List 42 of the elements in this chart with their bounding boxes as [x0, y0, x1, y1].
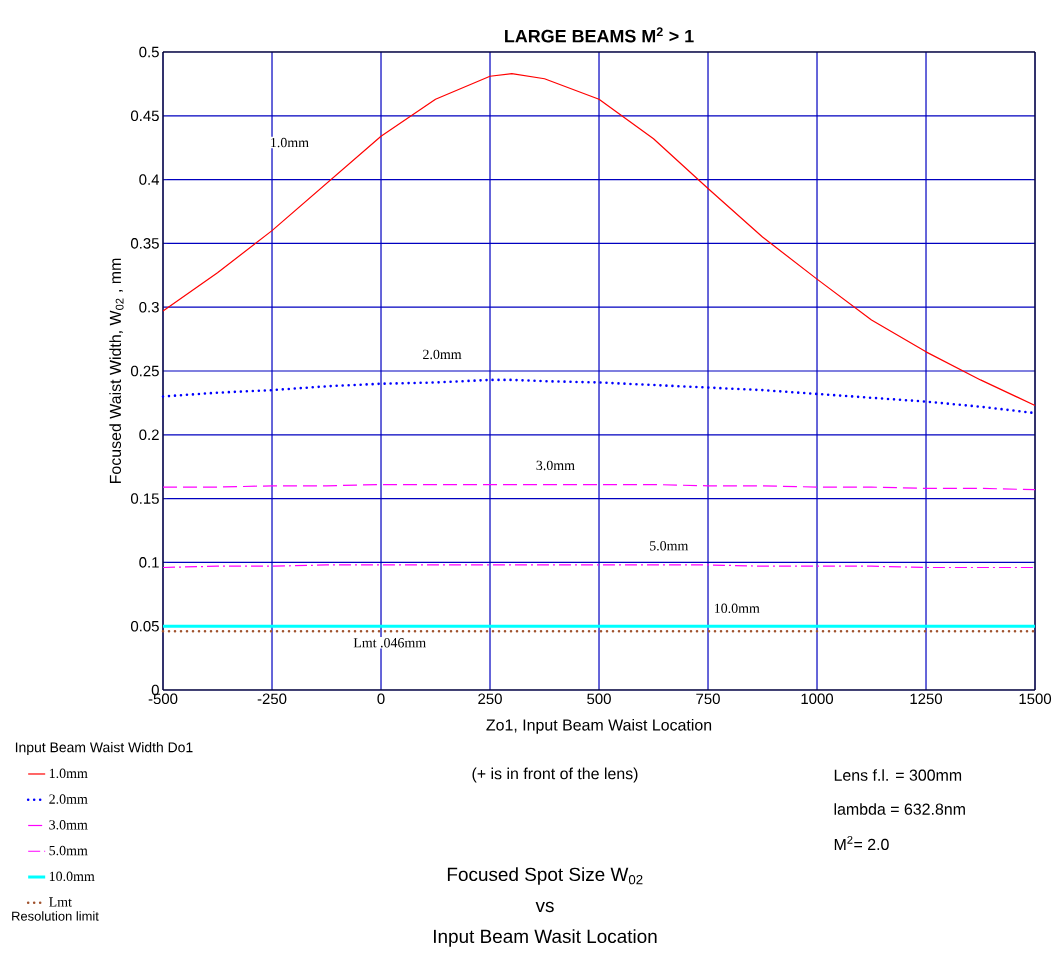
- y-tick-label: 0.05: [130, 620, 159, 632]
- legend-label: 10.0mm: [49, 871, 95, 882]
- legend-label: 3.0mm: [49, 820, 88, 830]
- legend-label: Lmt: [49, 897, 72, 907]
- annotation: 2.0mm: [423, 349, 462, 360]
- x-tick-label: 500: [587, 693, 611, 705]
- y-tick-label: 0.5: [139, 46, 159, 58]
- y-axis-title: Focused Waist Width, W$_{02}$ , mm: [109, 258, 124, 483]
- legend-label: 5.0mm: [49, 845, 88, 856]
- text: M$^{2}$= 2.0: [834, 835, 889, 851]
- text: Resolution limit: [12, 911, 99, 921]
- text: Lens f.l. = 300mm: [834, 769, 962, 781]
- x-tick-label: 1000: [801, 693, 834, 705]
- legend-label: 2.0mm: [49, 794, 88, 804]
- annotation: 3.0mm: [536, 460, 575, 471]
- annotation: 1.0mm: [271, 137, 309, 148]
- y-tick-label: 0.4: [139, 174, 160, 185]
- x-axis-title: Zo1, Input Beam Waist Location: [486, 718, 712, 734]
- legend-label: 1.0mm: [49, 768, 88, 779]
- text: Focused Spot Size W$_{02}$: [447, 867, 643, 885]
- y-tick-label: 0.2: [139, 429, 159, 441]
- y-tick-label: 0.3: [139, 301, 159, 313]
- y-tick-label: 0.35: [130, 238, 159, 249]
- x-tick-label: -250: [257, 693, 287, 705]
- y-tick-label: 0.1: [139, 557, 159, 568]
- legend-title: Input Beam Waist Width Do1: [15, 742, 193, 756]
- text: vs: [535, 901, 554, 913]
- annotation: Lmt .046mm: [353, 638, 426, 648]
- y-tick-label: 0.25: [130, 365, 159, 377]
- text: lambda = 632.8nm: [834, 803, 965, 815]
- text: (+ is in front of the lens): [472, 767, 638, 783]
- chart-title: LARGE BEAMS M$^{2}$ > 1: [505, 27, 694, 43]
- text: Input Beam Wasit Location: [434, 929, 657, 947]
- x-tick-label: 750: [696, 693, 720, 705]
- x-tick-label: 1500: [1019, 693, 1052, 705]
- x-tick-label: 250: [478, 693, 502, 705]
- y-tick-label: 0.45: [130, 110, 159, 122]
- x-tick-label: 1250: [910, 693, 943, 705]
- annotation: 10.0mm: [714, 603, 760, 614]
- x-tick-label: 0: [377, 693, 385, 705]
- annotation: 5.0mm: [650, 541, 689, 551]
- y-tick-label: 0.15: [130, 493, 159, 504]
